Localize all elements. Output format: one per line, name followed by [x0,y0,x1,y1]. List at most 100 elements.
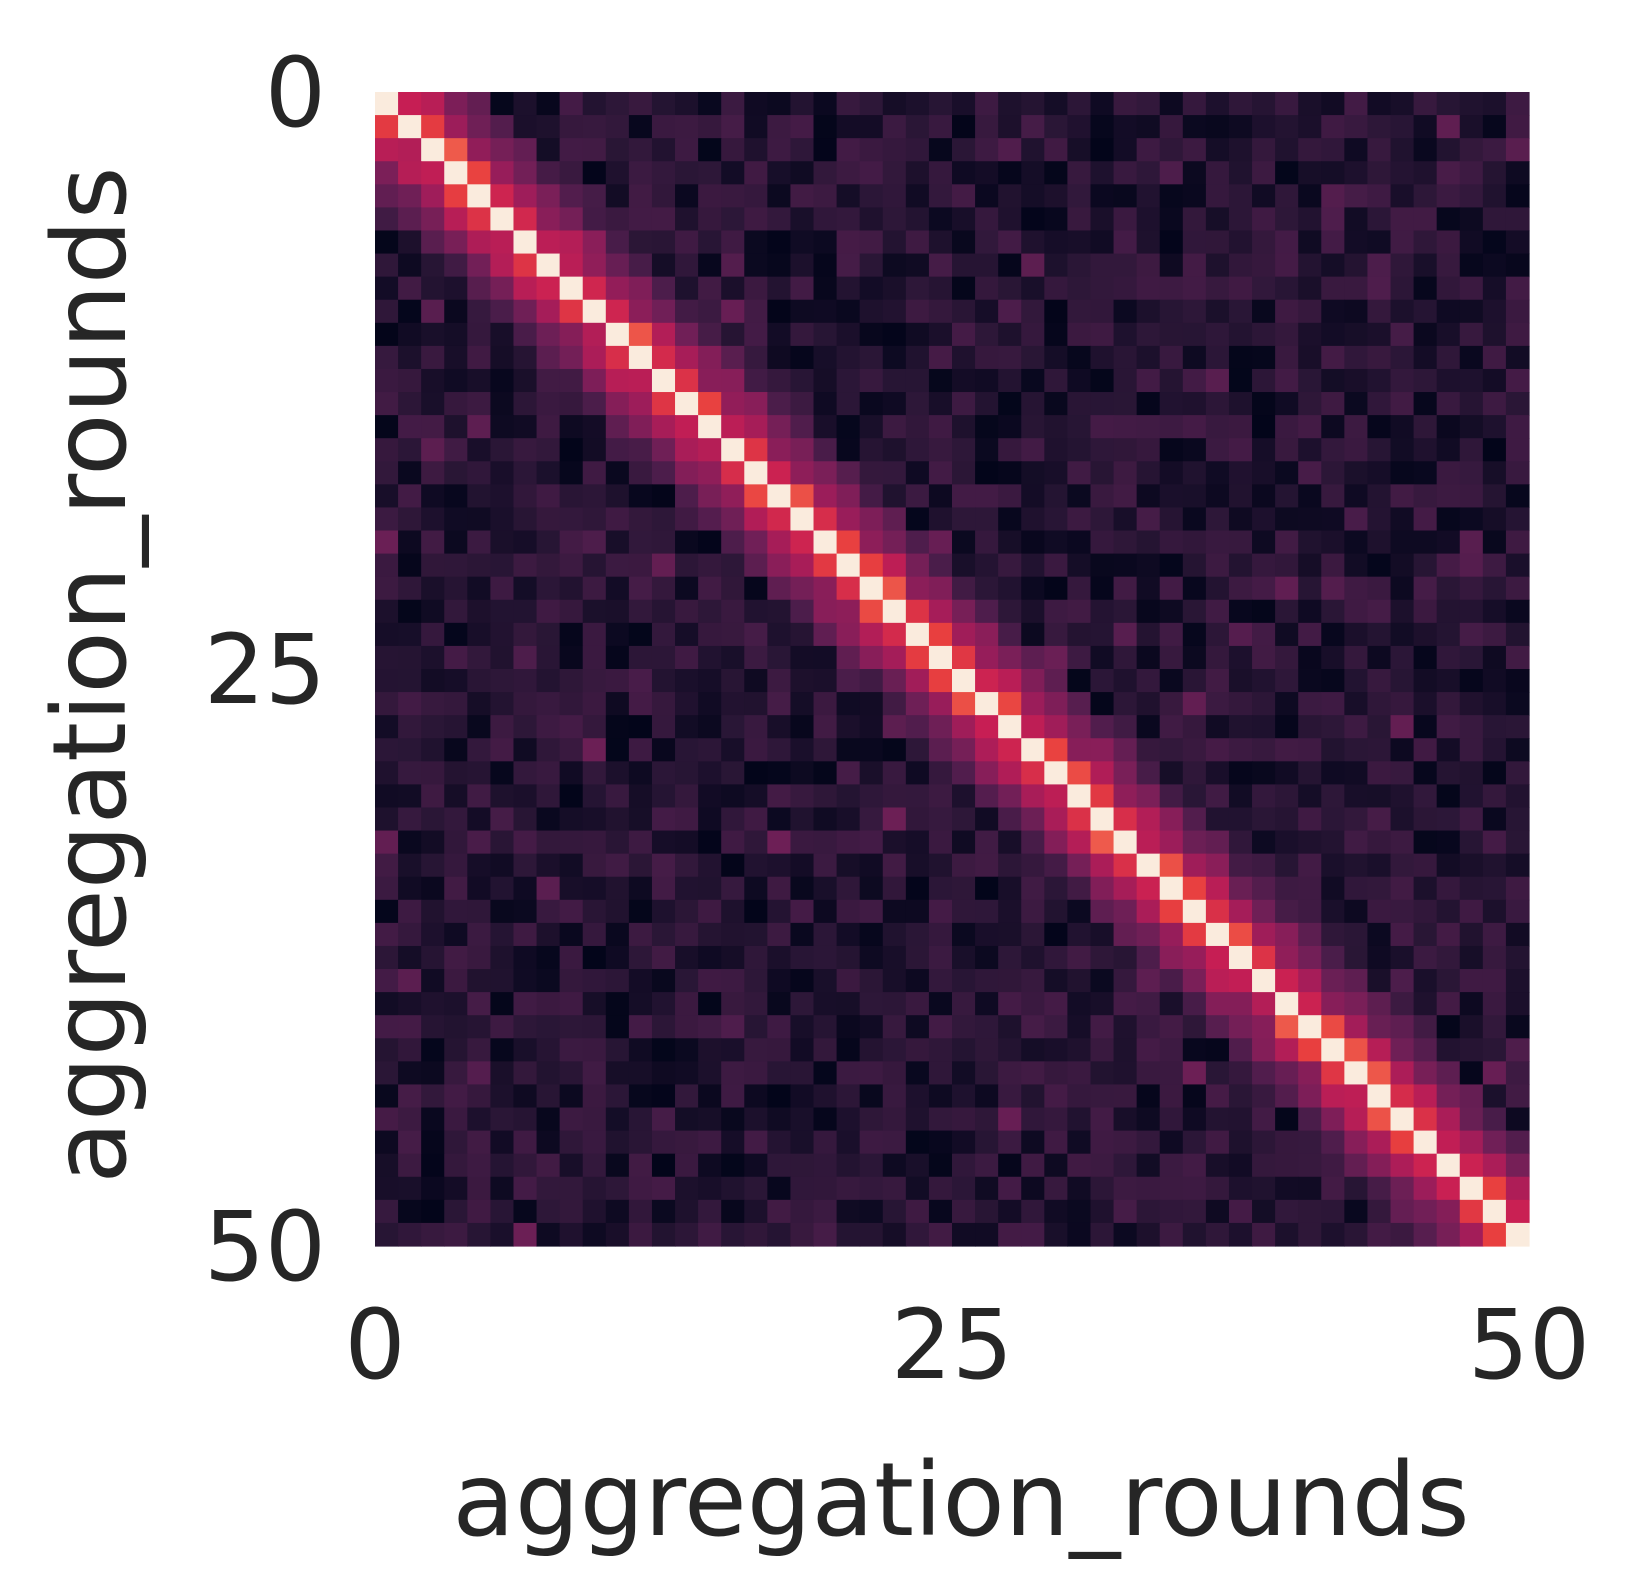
heatmap-cell [998,392,1022,416]
heatmap-cell [1459,1199,1484,1224]
heatmap-cell [675,1107,699,1132]
heatmap-cell [467,253,491,278]
heatmap-cell [836,230,861,255]
heatmap-cell [1136,853,1161,878]
heatmap-cell [813,415,838,439]
heatmap-cell [1413,92,1438,116]
heatmap-cell [1321,138,1345,162]
heatmap-cell [1459,784,1484,809]
heatmap-cell [1390,115,1415,139]
heatmap-cell [1067,1153,1092,1178]
heatmap-cell [1159,830,1184,855]
heatmap-cell [1275,253,1299,278]
heatmap-cell [421,1015,445,1039]
heatmap-cell [536,530,561,555]
heatmap-cell [1159,645,1184,670]
heatmap-cell [744,761,768,785]
heatmap-cell [1067,1084,1092,1109]
heatmap-cell [1459,530,1484,555]
heatmap-cell [1344,645,1369,670]
heatmap-cell [513,899,538,924]
heatmap-cell [1090,530,1115,555]
heatmap-cell [1321,622,1345,647]
heatmap-cell [1021,161,1045,185]
heatmap-cell [928,461,953,485]
heatmap-cell [1390,876,1415,901]
heatmap-cell [698,415,722,439]
heatmap-cell [675,1130,699,1155]
heatmap-cell [1136,392,1161,416]
heatmap-cell [628,876,653,901]
heatmap-cell [490,138,515,162]
heatmap-cell [421,1153,445,1178]
heatmap-cell [421,945,445,970]
heatmap-cell [559,876,584,901]
heatmap-cell [675,115,699,139]
heatmap-cell [444,138,468,162]
heatmap-cell [975,299,999,324]
heatmap-cell [882,784,907,809]
heatmap-cell [1021,761,1045,785]
heatmap-cell [744,738,768,762]
heatmap-cell [582,1015,607,1039]
heatmap-cell [1482,392,1507,416]
heatmap-cell [398,992,422,1016]
heatmap-cell [721,922,745,947]
heatmap-cell [1113,599,1138,624]
heatmap-cell [675,761,699,785]
heatmap-cell [790,922,815,947]
heatmap-cell [882,1222,907,1247]
heatmap-cell [1021,622,1045,647]
heatmap-cell [375,1222,399,1247]
heatmap-cell [375,761,399,785]
heatmap-cell [1182,415,1207,439]
heatmap-cell [1436,830,1461,855]
heatmap-cell [536,992,561,1016]
heatmap-cell [444,1222,468,1247]
heatmap-cell [536,876,561,901]
heatmap-cell [444,368,468,393]
heatmap-cell [1298,669,1322,693]
heatmap-cell [928,184,953,208]
heatmap-cell [1321,392,1345,416]
heatmap-cell [790,253,815,278]
heatmap-cell [605,715,630,739]
heatmap-cell [1298,645,1322,670]
heatmap-cell [444,484,468,509]
heatmap-cell [1344,784,1369,809]
heatmap-cell [928,1153,953,1178]
heatmap-cell [1436,969,1461,993]
heatmap-cell [675,738,699,762]
heatmap-cell [421,138,445,162]
heatmap-cell [513,576,538,601]
heatmap-cell [1298,992,1322,1016]
heatmap-cell [490,92,515,116]
heatmap-cell [1367,645,1392,670]
heatmap-cell [605,599,630,624]
heatmap-cell [421,876,445,901]
heatmap-cell [1228,461,1253,485]
heatmap-cell [790,276,815,301]
heatmap-cell [1321,1038,1345,1062]
heatmap-cell [513,1176,538,1201]
heatmap-cell [1367,553,1392,578]
heatmap-cell [767,138,792,162]
heatmap-cell [375,992,399,1016]
heatmap-cell [1136,461,1161,485]
heatmap-cell [1044,969,1068,993]
heatmap-cell [1021,1038,1045,1062]
heatmap-cell [398,969,422,993]
heatmap-cell [1482,784,1507,809]
heatmap-cell [1067,1176,1092,1201]
x-tick-label-50: 50 [1468,1289,1590,1401]
heatmap-cell [375,92,399,116]
heatmap-cell [1136,276,1161,301]
heatmap-cell [1436,1153,1461,1178]
heatmap-cell [490,1176,515,1201]
heatmap-cell [1390,138,1415,162]
heatmap-cell [467,530,491,555]
heatmap-cell [998,1130,1022,1155]
heatmap-cell [1044,415,1068,439]
heatmap-cell [1482,992,1507,1016]
heatmap-cell [698,830,722,855]
